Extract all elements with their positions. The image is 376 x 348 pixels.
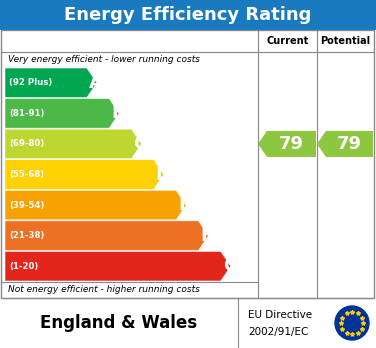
Polygon shape <box>258 131 316 157</box>
Text: Very energy efficient - lower running costs: Very energy efficient - lower running co… <box>8 55 200 64</box>
Text: England & Wales: England & Wales <box>41 314 197 332</box>
Text: Current: Current <box>266 36 309 46</box>
Text: (81-91): (81-91) <box>9 109 44 118</box>
Polygon shape <box>5 190 186 220</box>
Text: A: A <box>89 74 103 92</box>
Polygon shape <box>5 129 141 159</box>
Text: Energy Efficiency Rating: Energy Efficiency Rating <box>64 6 312 24</box>
Text: E: E <box>178 196 190 214</box>
Polygon shape <box>317 131 373 157</box>
Polygon shape <box>5 251 231 281</box>
Text: D: D <box>156 166 171 183</box>
Text: 2002/91/EC: 2002/91/EC <box>248 327 308 337</box>
Bar <box>0 0 376 30</box>
Text: (1-20): (1-20) <box>9 262 38 271</box>
Polygon shape <box>5 68 97 97</box>
Text: B: B <box>111 104 125 122</box>
Text: 79: 79 <box>279 135 304 153</box>
Text: 79: 79 <box>337 135 362 153</box>
Text: (39-54): (39-54) <box>9 200 44 209</box>
Text: (21-38): (21-38) <box>9 231 44 240</box>
Polygon shape <box>5 221 208 251</box>
Text: EU Directive: EU Directive <box>248 310 312 321</box>
Text: Not energy efficient - higher running costs: Not energy efficient - higher running co… <box>8 285 200 294</box>
Text: (69-80): (69-80) <box>9 140 44 149</box>
Text: F: F <box>200 227 213 245</box>
Text: (92 Plus): (92 Plus) <box>9 78 52 87</box>
Text: C: C <box>133 135 147 153</box>
Bar <box>1 30 374 298</box>
Text: G: G <box>223 257 238 275</box>
Circle shape <box>335 306 369 340</box>
Text: (55-68): (55-68) <box>9 170 44 179</box>
Text: Potential: Potential <box>320 36 371 46</box>
Polygon shape <box>5 98 119 128</box>
Polygon shape <box>5 160 164 189</box>
